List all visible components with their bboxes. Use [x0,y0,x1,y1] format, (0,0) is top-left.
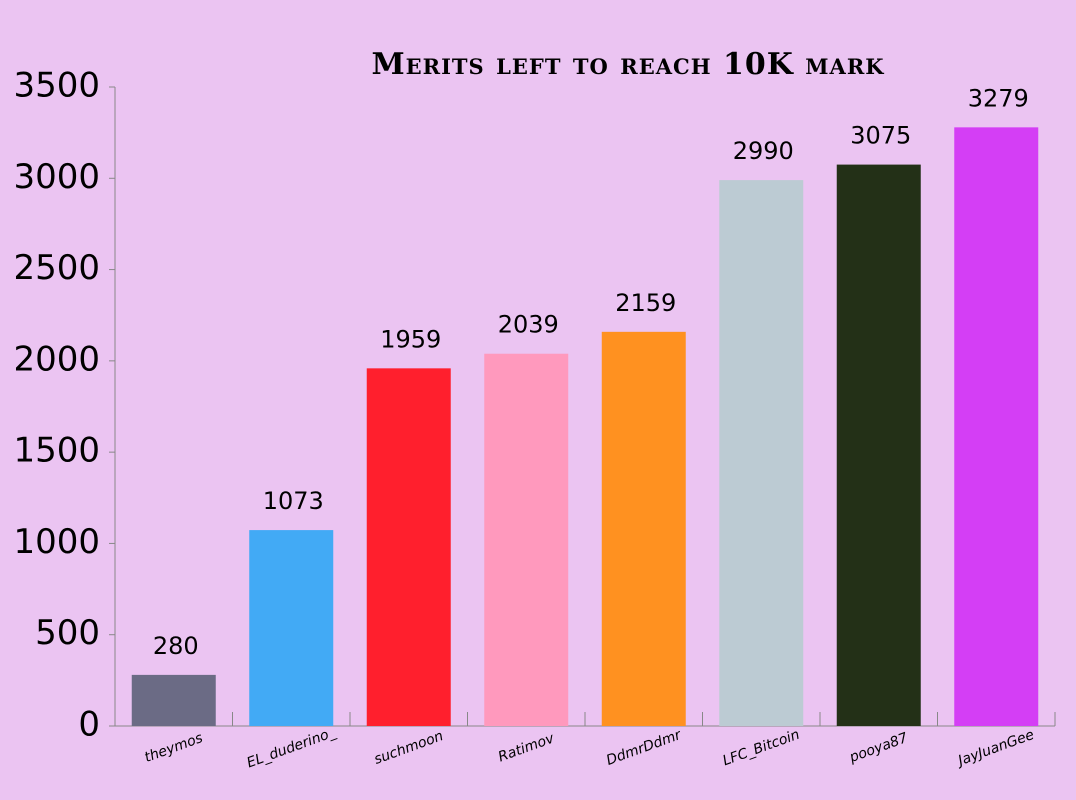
value-label: 2159 [615,289,676,317]
bar [836,164,921,727]
value-label: 1073 [263,487,324,515]
y-tick-label: 2500 [13,248,100,288]
bar [719,180,804,726]
value-label: 3075 [850,122,911,150]
y-tick-label: 1500 [13,431,100,471]
value-label: 280 [153,632,199,660]
y-tick-label: 500 [35,613,100,653]
value-label: 3279 [968,84,1029,112]
bar [954,127,1039,727]
value-label: 1959 [380,325,441,353]
y-tick-label: 2000 [13,339,100,379]
value-label: 2990 [733,137,794,165]
y-tick-label: 0 [78,705,100,745]
value-label: 2039 [498,311,559,339]
y-tick-label: 3500 [13,66,100,106]
y-tick-label: 1000 [13,522,100,562]
bar [484,353,569,726]
bar [249,530,334,726]
bar [601,331,686,726]
chart-title: Merits left to reach 10K mark [371,47,884,82]
y-tick-label: 3000 [13,157,100,197]
bar [131,674,216,726]
bar [366,368,451,726]
